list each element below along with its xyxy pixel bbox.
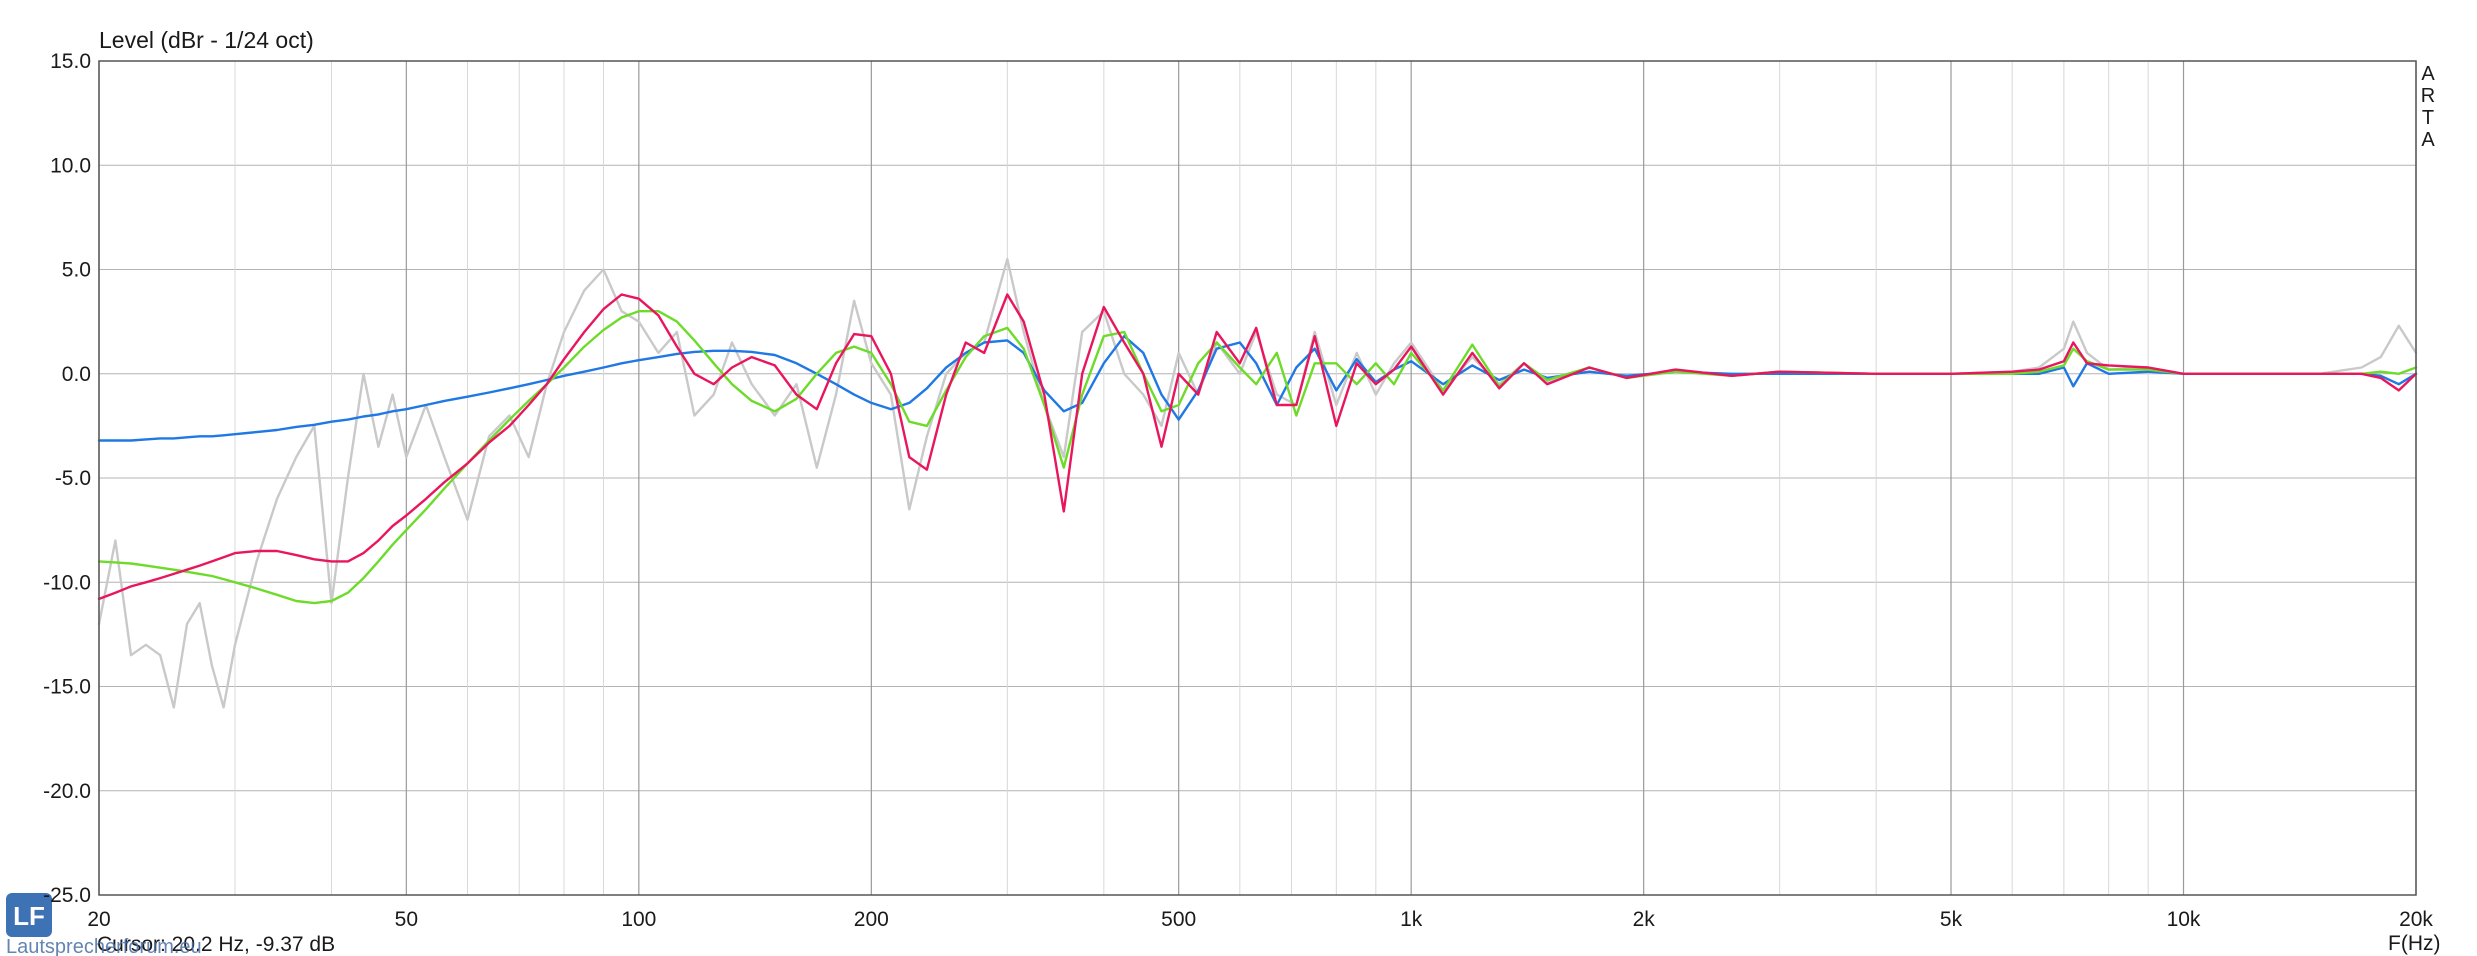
plot-frame (98, 60, 2417, 896)
x-axis-label: F(Hz) (2388, 932, 2440, 955)
watermark: Lautsprecherforum.eu (6, 936, 202, 956)
x-tick-label: 20 (87, 908, 110, 931)
brand-letter: T (2422, 107, 2434, 129)
x-tick-label: 5k (1940, 908, 1963, 931)
x-tick-label: 10k (2167, 908, 2201, 931)
logo-box (6, 893, 52, 937)
y-tick-label: -5.0 (55, 467, 91, 490)
x-tick-label: 20k (2399, 908, 2433, 931)
y-tick-label: -10.0 (43, 571, 91, 594)
x-tick-label: 2k (1633, 908, 1656, 931)
lines (97, 257, 2418, 709)
x-tick-label: 500 (1161, 908, 1196, 931)
chart-title: Level (dBr - 1/24 oct) (99, 27, 314, 53)
y-tick-label: 0.0 (62, 363, 91, 386)
y-tick-label: 15.0 (50, 50, 91, 73)
logo: LF (13, 901, 45, 931)
brand-letter: R (2421, 85, 2435, 107)
x-tick-label: 1k (1400, 908, 1423, 931)
x-tick-label: 200 (854, 908, 889, 931)
y-tick-label: -20.0 (43, 780, 91, 803)
y-tick-label: -25.0 (43, 884, 91, 907)
y-tick-label: -15.0 (43, 676, 91, 699)
series-line (97, 293, 2418, 601)
x-tick-label: 100 (621, 908, 656, 931)
cursor-readout: Cursor: 20.2 Hz, -9.37 dB (97, 933, 335, 956)
y-tick-label: 10.0 (50, 154, 91, 177)
brand-letter: A (2421, 63, 2435, 85)
brand-letter: A (2421, 129, 2435, 151)
x-tick-label: 50 (395, 908, 418, 931)
y-tick-label: 5.0 (62, 259, 91, 282)
